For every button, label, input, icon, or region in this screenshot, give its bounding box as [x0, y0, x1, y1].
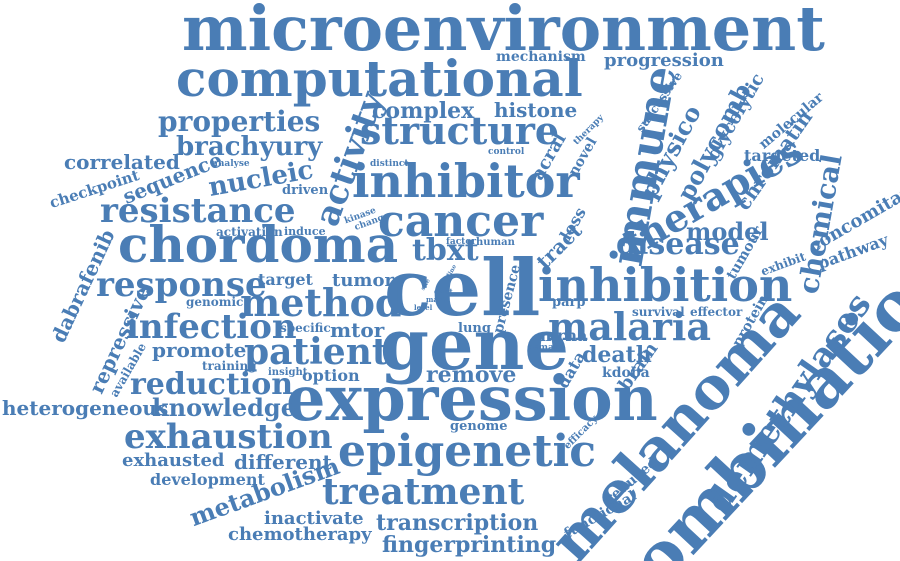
word: inhibition [538, 258, 793, 312]
word: remove [426, 362, 517, 388]
word: resistance [100, 191, 296, 231]
word: death [582, 342, 652, 368]
word: computational [176, 49, 583, 108]
word: control [488, 147, 525, 157]
word: microenvironment [182, 0, 825, 65]
word: gene [380, 303, 569, 386]
word: level [414, 303, 433, 312]
word: targeted [744, 146, 821, 165]
word: mark [426, 295, 447, 304]
word: option [302, 366, 360, 385]
word: properties [158, 105, 321, 138]
word: driven [282, 183, 329, 198]
word: infection [126, 307, 297, 347]
word: patient [244, 331, 389, 373]
word: different [234, 450, 332, 474]
word: cell [384, 243, 541, 334]
word: inactivate [264, 508, 364, 529]
word: complex [372, 98, 475, 124]
word: human [476, 237, 515, 248]
word: mrna [540, 326, 588, 345]
word: exhausted [122, 450, 225, 471]
word: specific [280, 321, 331, 335]
word: promote [152, 338, 247, 362]
word: distinct [370, 159, 409, 169]
word: response [96, 265, 267, 305]
word: structure [360, 108, 560, 153]
word: disease [616, 227, 740, 262]
word: inhibitor [352, 154, 580, 208]
word: knowledge [152, 393, 296, 422]
word: training [202, 359, 257, 373]
word: induce [284, 225, 326, 238]
word: histone [494, 98, 578, 122]
word: effector [690, 305, 743, 319]
word: cancer [378, 196, 544, 247]
word: analyse [212, 159, 250, 169]
word: genome [450, 419, 508, 434]
word: expression [286, 362, 658, 435]
word: exhaustion [124, 417, 333, 457]
word: heterogeneous [2, 396, 169, 420]
word: model [686, 217, 769, 246]
word: survival [632, 305, 685, 319]
word: fingerprinting [382, 532, 557, 558]
word: mtor [330, 318, 385, 342]
word: transcription [376, 510, 539, 536]
word: evict [434, 287, 453, 296]
word: lung [458, 321, 491, 336]
word: kdoba [602, 365, 650, 381]
word: treatment [322, 471, 525, 513]
word: factor [446, 237, 477, 247]
word: malaria [548, 304, 711, 349]
word: correlated [64, 150, 180, 174]
word: brachyury [176, 132, 323, 162]
word: progression [604, 50, 724, 71]
word: target [258, 270, 313, 289]
word: genomic [186, 295, 244, 309]
word: parp [552, 295, 586, 310]
word: insight [268, 367, 308, 378]
word: mechanism [496, 49, 586, 65]
word: remain [528, 343, 564, 353]
word: tumor [332, 270, 394, 291]
word: development [150, 470, 265, 489]
word: reduction [130, 367, 294, 402]
word: chemotherapy [228, 524, 372, 545]
word: activation [216, 225, 283, 239]
word: epigenetic [338, 426, 597, 477]
word: chordoma [118, 215, 399, 274]
word: method [240, 280, 402, 325]
word: tbxt [412, 233, 479, 268]
